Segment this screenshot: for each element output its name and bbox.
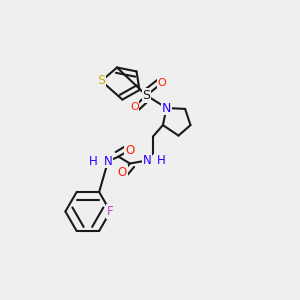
Text: O: O [130, 101, 139, 112]
Text: S: S [142, 89, 150, 102]
Text: H: H [88, 155, 98, 168]
Text: O: O [118, 166, 127, 179]
Text: O: O [158, 78, 166, 88]
Text: O: O [125, 143, 134, 157]
Text: F: F [107, 205, 114, 218]
Text: N: N [103, 155, 112, 168]
Text: H: H [157, 154, 166, 167]
Text: S: S [98, 74, 105, 88]
Text: N: N [142, 154, 152, 167]
Text: N: N [162, 101, 171, 115]
